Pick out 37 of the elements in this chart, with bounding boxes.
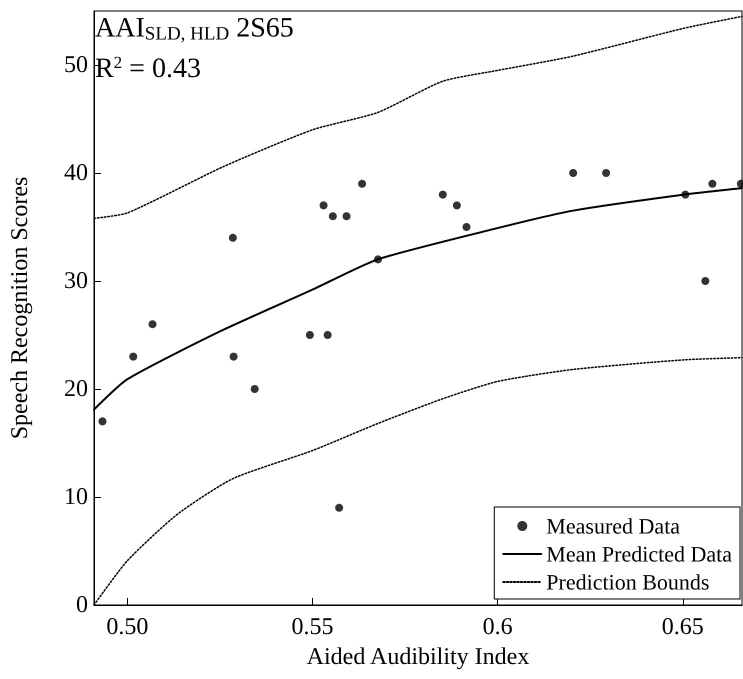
point (98, 417, 107, 426)
point (320, 201, 328, 210)
point (452, 201, 461, 210)
x-tick-label: 0.65 (662, 614, 704, 640)
point (701, 277, 710, 285)
y-tick-label: 10 (64, 484, 88, 510)
x-tick-label: 0.55 (291, 614, 334, 640)
point (228, 234, 237, 242)
x-tick-label: 0.6 (482, 614, 513, 640)
point (129, 352, 138, 361)
point (438, 190, 447, 199)
x-axis-title: Aided Audibility Index (306, 644, 530, 670)
point (324, 331, 332, 339)
point (602, 169, 610, 177)
point (230, 352, 238, 361)
y-tick-label: 20 (64, 376, 88, 402)
point (681, 190, 690, 199)
y-tick-label: 50 (64, 52, 88, 78)
point (306, 331, 314, 339)
y-tick-label: 30 (64, 268, 88, 294)
point (374, 255, 382, 264)
point (335, 504, 344, 512)
point (708, 180, 716, 188)
y-tick-label: 40 (64, 160, 88, 186)
point (342, 212, 351, 220)
legend-label: Mean Predicted Data (546, 542, 732, 566)
legend-label: Measured Data (546, 514, 680, 538)
point (462, 223, 471, 231)
point (148, 320, 157, 328)
y-axis-title: Speech Recognition Scores (7, 176, 33, 440)
point (328, 212, 337, 220)
point (250, 385, 259, 393)
legend-label: Prediction Bounds (546, 570, 710, 594)
point (569, 169, 578, 177)
y-tick-label: 0 (76, 592, 88, 618)
x-tick-label: 0.50 (106, 614, 148, 640)
point (358, 180, 366, 188)
